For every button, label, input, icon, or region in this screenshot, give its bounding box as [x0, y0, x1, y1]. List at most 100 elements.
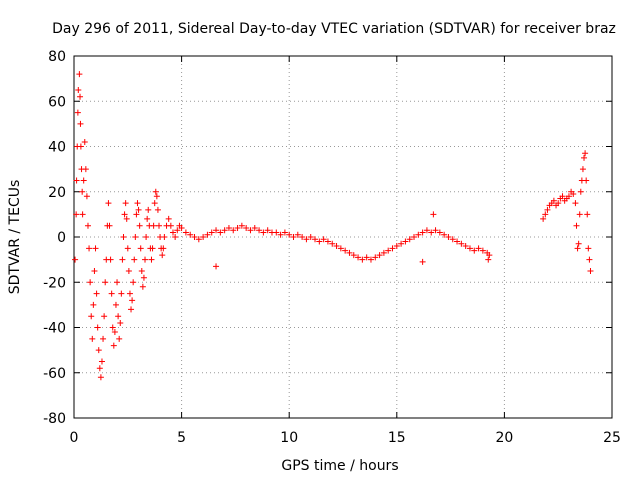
y-tick-label: -40	[43, 321, 66, 337]
data-point	[187, 231, 194, 238]
x-tick-label: 25	[603, 430, 621, 446]
data-point	[247, 227, 254, 234]
data-point	[117, 319, 124, 326]
data-point	[436, 229, 443, 236]
data-point	[312, 236, 319, 243]
y-tick-label: -80	[43, 411, 66, 427]
data-point	[76, 71, 83, 78]
data-point	[359, 256, 366, 263]
data-point	[587, 267, 594, 274]
data-point	[585, 245, 592, 252]
data-point	[86, 245, 93, 252]
data-point	[97, 374, 104, 381]
data-point	[130, 279, 137, 286]
data-point	[160, 245, 167, 252]
data-point	[83, 193, 90, 200]
data-point	[114, 279, 121, 286]
data-point	[432, 227, 439, 234]
data-point	[191, 234, 198, 240]
data-point	[200, 234, 207, 240]
data-point	[251, 224, 258, 231]
y-tick-label: 0	[57, 230, 66, 246]
data-point	[140, 274, 147, 281]
data-point	[221, 227, 228, 234]
data-point	[123, 215, 130, 222]
data-point	[256, 227, 263, 234]
data-point	[299, 234, 306, 240]
data-point	[92, 245, 99, 252]
data-point	[559, 193, 566, 200]
data-point	[144, 215, 151, 222]
data-point	[94, 324, 101, 331]
data-point	[89, 335, 96, 342]
data-point	[583, 177, 590, 184]
data-point	[77, 93, 84, 100]
data-point	[91, 267, 98, 274]
data-point	[178, 224, 185, 231]
data-point	[96, 365, 103, 372]
data-point	[411, 234, 418, 240]
data-point	[273, 229, 280, 236]
data-point	[243, 224, 250, 231]
data-point	[264, 227, 271, 234]
data-point	[419, 258, 426, 265]
data-point	[540, 215, 547, 222]
data-point	[355, 254, 362, 261]
data-point	[277, 231, 284, 238]
data-point	[346, 249, 353, 256]
x-tick-label: 10	[280, 430, 298, 446]
data-point	[93, 290, 100, 297]
data-point	[572, 200, 579, 207]
data-point	[138, 267, 145, 274]
data-point	[398, 240, 405, 247]
data-points	[72, 71, 594, 381]
data-point	[406, 236, 413, 243]
data-point	[462, 243, 469, 250]
data-point	[115, 313, 122, 320]
data-point	[415, 231, 422, 238]
data-point	[579, 166, 586, 173]
data-point	[156, 222, 163, 229]
data-point	[213, 227, 220, 234]
data-point	[230, 227, 237, 234]
data-point	[161, 234, 168, 240]
data-point	[131, 256, 138, 263]
data-point	[151, 200, 158, 207]
data-point	[137, 245, 144, 252]
data-point	[159, 252, 166, 259]
data-point	[303, 236, 310, 243]
x-tick-label: 20	[495, 430, 513, 446]
data-point	[471, 247, 478, 254]
data-point	[475, 245, 482, 252]
data-point	[120, 234, 127, 240]
data-point	[143, 234, 150, 240]
y-tick-label: 40	[48, 140, 66, 156]
data-point	[363, 254, 370, 261]
data-point	[466, 245, 473, 252]
data-point	[555, 200, 562, 207]
data-point	[154, 206, 161, 213]
data-point	[575, 240, 582, 247]
data-point	[87, 279, 94, 286]
data-point	[108, 290, 115, 297]
data-point	[182, 229, 189, 236]
data-point	[573, 222, 580, 229]
data-point	[124, 245, 131, 252]
data-point	[449, 236, 456, 243]
data-point	[372, 254, 379, 261]
data-point	[107, 256, 114, 263]
data-point	[584, 211, 591, 218]
data-point	[73, 177, 80, 184]
data-point	[150, 222, 157, 229]
data-point	[165, 215, 172, 222]
data-point	[72, 256, 79, 263]
data-point	[350, 252, 357, 259]
data-point	[88, 313, 95, 320]
data-point	[550, 197, 557, 204]
data-point	[135, 206, 142, 213]
data-point	[134, 200, 141, 207]
data-point	[142, 256, 149, 263]
data-point	[129, 297, 136, 304]
data-point	[419, 229, 426, 236]
